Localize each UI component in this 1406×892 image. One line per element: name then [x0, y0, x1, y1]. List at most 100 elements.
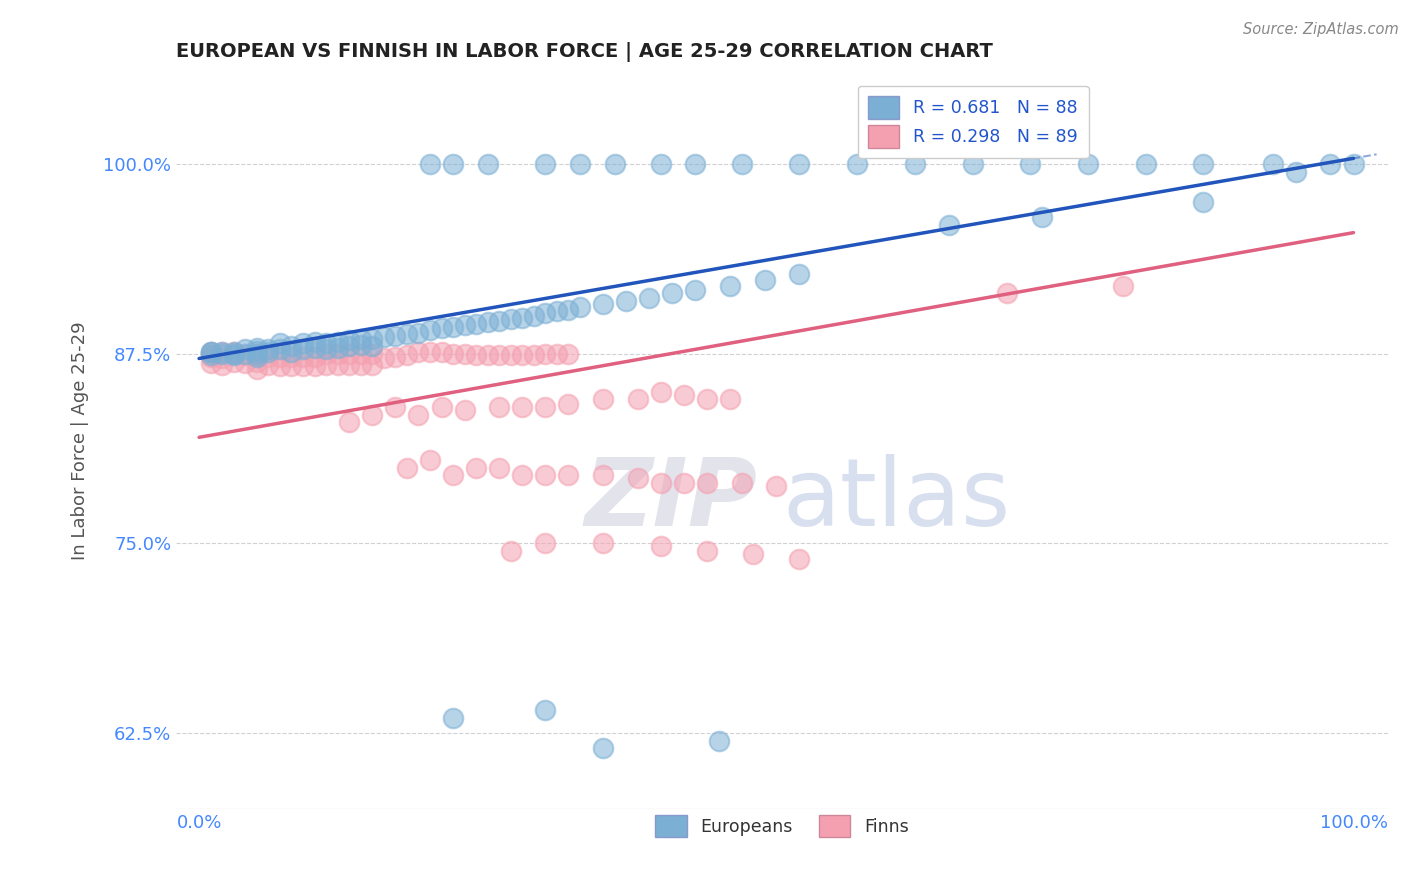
Point [233, 348, 256, 362]
Point [718, 392, 741, 407]
Point [592, 468, 614, 483]
Text: ZIP: ZIP [585, 454, 758, 546]
Point [661, 286, 683, 301]
Point [789, 267, 811, 281]
Point [337, 347, 360, 361]
Point [488, 313, 510, 327]
Point [211, 345, 233, 359]
Point [477, 315, 499, 329]
Point [789, 551, 811, 566]
Point [280, 339, 302, 353]
Point [326, 334, 349, 349]
Point [614, 293, 637, 308]
Point [395, 460, 418, 475]
Point [233, 347, 256, 361]
Point [488, 460, 510, 475]
Point [477, 348, 499, 362]
Point [962, 157, 984, 171]
Point [257, 345, 280, 359]
Point [465, 317, 488, 331]
Point [1343, 157, 1365, 171]
Point [200, 350, 222, 364]
Point [430, 345, 453, 359]
Point [315, 358, 337, 372]
Point [233, 343, 256, 357]
Point [453, 318, 475, 332]
Point [246, 350, 269, 364]
Point [269, 359, 291, 373]
Point [233, 356, 256, 370]
Point [257, 358, 280, 372]
Text: EUROPEAN VS FINNISH IN LABOR FORCE | AGE 25-29 CORRELATION CHART: EUROPEAN VS FINNISH IN LABOR FORCE | AGE… [176, 42, 993, 62]
Point [350, 332, 373, 346]
Point [510, 400, 533, 414]
Point [361, 358, 384, 372]
Point [765, 479, 787, 493]
Point [384, 328, 406, 343]
Point [557, 468, 579, 483]
Point [534, 157, 557, 171]
Point [408, 345, 430, 359]
Point [211, 345, 233, 359]
Point [557, 347, 579, 361]
Point [211, 351, 233, 366]
Point [361, 347, 384, 361]
Legend: Europeans, Finns: Europeans, Finns [648, 808, 915, 844]
Point [291, 343, 314, 357]
Point [523, 348, 546, 362]
Point [730, 157, 752, 171]
Point [904, 157, 927, 171]
Point [395, 327, 418, 342]
Point [1135, 157, 1157, 171]
Point [1192, 157, 1215, 171]
Point [441, 468, 464, 483]
Point [291, 336, 314, 351]
Point [291, 359, 314, 373]
Point [419, 453, 441, 467]
Point [326, 341, 349, 355]
Point [373, 351, 395, 366]
Point [257, 343, 280, 357]
Point [603, 157, 626, 171]
Point [1261, 157, 1284, 171]
Point [650, 475, 672, 490]
Point [995, 286, 1018, 301]
Point [696, 544, 718, 558]
Point [477, 157, 499, 171]
Point [685, 283, 707, 297]
Point [373, 330, 395, 344]
Point [200, 356, 222, 370]
Point [200, 348, 222, 362]
Point [419, 345, 441, 359]
Point [696, 392, 718, 407]
Point [742, 547, 765, 561]
Point [222, 354, 245, 368]
Point [672, 388, 695, 402]
Point [441, 711, 464, 725]
Point [1077, 157, 1099, 171]
Point [707, 733, 730, 747]
Point [280, 359, 302, 373]
Point [650, 157, 672, 171]
Point [361, 339, 384, 353]
Point [534, 468, 557, 483]
Point [257, 350, 280, 364]
Point [350, 338, 373, 352]
Point [557, 397, 579, 411]
Point [569, 300, 592, 314]
Point [361, 408, 384, 422]
Point [246, 347, 269, 361]
Point [627, 392, 650, 407]
Point [222, 345, 245, 359]
Point [534, 536, 557, 550]
Point [269, 336, 291, 351]
Point [846, 157, 869, 171]
Point [730, 475, 752, 490]
Point [546, 347, 568, 361]
Point [291, 350, 314, 364]
Point [222, 348, 245, 362]
Point [280, 345, 302, 359]
Point [592, 741, 614, 756]
Point [384, 350, 406, 364]
Point [546, 304, 568, 318]
